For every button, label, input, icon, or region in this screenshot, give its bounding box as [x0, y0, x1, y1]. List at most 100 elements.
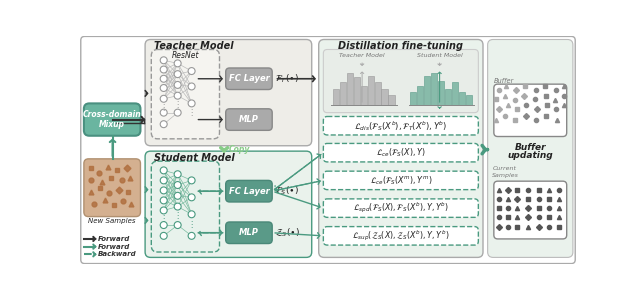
Circle shape [160, 95, 167, 102]
Text: $\mathcal{L}_{dis}(\mathcal{F}_S(X^b),\mathcal{F}_T(X^b),Y^b)$: $\mathcal{L}_{dis}(\mathcal{F}_S(X^b),\m… [354, 119, 447, 133]
Circle shape [160, 109, 167, 116]
Text: $\mathcal{Z}_S(\bullet)$: $\mathcal{Z}_S(\bullet)$ [275, 227, 300, 239]
Text: FC Layer: FC Layer [228, 74, 269, 83]
Text: Buffer: Buffer [515, 143, 546, 152]
Text: $\mathcal{L}_{ce}(\mathcal{F}_S(X^m), Y^m)$: $\mathcal{L}_{ce}(\mathcal{F}_S(X^m), Y^… [369, 174, 432, 187]
Bar [424, 76, 430, 105]
FancyBboxPatch shape [323, 171, 478, 190]
Text: ⋮: ⋮ [159, 103, 168, 112]
Bar [417, 86, 423, 105]
Circle shape [174, 222, 181, 228]
Bar [466, 95, 472, 105]
Circle shape [174, 192, 181, 199]
FancyBboxPatch shape [488, 40, 573, 257]
Text: Copy: Copy [229, 145, 250, 154]
Bar [445, 89, 451, 105]
Circle shape [174, 81, 181, 89]
Circle shape [160, 197, 167, 204]
Circle shape [188, 232, 195, 239]
Text: $\mathcal{F}_S(\bullet)$: $\mathcal{F}_S(\bullet)$ [275, 185, 300, 198]
Text: ⋮: ⋮ [173, 211, 182, 220]
Circle shape [174, 171, 181, 178]
Text: ⋮: ⋮ [188, 220, 196, 229]
Text: ResNet: ResNet [172, 51, 199, 60]
Text: FC Layer: FC Layer [228, 187, 269, 196]
FancyBboxPatch shape [84, 159, 140, 217]
Circle shape [188, 83, 195, 90]
Text: MLP: MLP [239, 228, 259, 237]
Circle shape [174, 181, 181, 189]
FancyBboxPatch shape [323, 50, 478, 113]
Circle shape [174, 109, 181, 116]
Circle shape [160, 57, 167, 64]
Circle shape [160, 85, 167, 91]
Text: Distillation fine-tuning: Distillation fine-tuning [339, 41, 463, 51]
Bar [340, 82, 346, 105]
Bar [388, 95, 395, 105]
Circle shape [160, 121, 167, 128]
Text: ⋮: ⋮ [188, 108, 196, 117]
FancyBboxPatch shape [226, 222, 272, 244]
FancyBboxPatch shape [323, 199, 478, 217]
Circle shape [160, 187, 167, 194]
Bar [360, 86, 367, 105]
Circle shape [174, 60, 181, 67]
Bar [438, 81, 444, 105]
FancyBboxPatch shape [145, 151, 312, 257]
Text: Current: Current [492, 166, 516, 171]
Text: $\mathcal{L}_{ce}(\mathcal{F}_S(X), Y)$: $\mathcal{L}_{ce}(\mathcal{F}_S(X), Y)$ [376, 146, 426, 159]
Circle shape [188, 211, 195, 218]
Circle shape [188, 68, 195, 75]
FancyBboxPatch shape [319, 40, 483, 257]
Text: New Samples: New Samples [88, 218, 136, 224]
Bar [367, 76, 374, 105]
Circle shape [174, 71, 181, 78]
Circle shape [188, 177, 195, 184]
Text: Mixup: Mixup [99, 120, 125, 129]
Circle shape [188, 100, 195, 107]
Bar [431, 72, 437, 105]
Text: $\mathcal{L}_{sup}(\mathcal{Z}_S(X), \mathcal{Z}_S(X^b), Y, Y^b)$: $\mathcal{L}_{sup}(\mathcal{Z}_S(X), \ma… [352, 229, 450, 243]
FancyBboxPatch shape [494, 84, 566, 137]
FancyBboxPatch shape [226, 180, 272, 202]
Circle shape [174, 203, 181, 210]
Bar [459, 92, 465, 105]
FancyBboxPatch shape [151, 161, 220, 252]
FancyBboxPatch shape [323, 227, 478, 245]
FancyBboxPatch shape [323, 116, 478, 135]
Text: ⋮: ⋮ [173, 100, 182, 109]
Text: Forward: Forward [98, 236, 130, 242]
FancyBboxPatch shape [323, 143, 478, 162]
FancyBboxPatch shape [151, 50, 220, 139]
FancyBboxPatch shape [145, 40, 312, 146]
FancyBboxPatch shape [494, 181, 566, 239]
FancyBboxPatch shape [226, 68, 272, 89]
Text: ⋮: ⋮ [159, 214, 168, 223]
Circle shape [160, 75, 167, 82]
Bar [353, 78, 360, 105]
Circle shape [160, 167, 167, 174]
Circle shape [160, 232, 167, 239]
Text: $\mathcal{F}_T(\bullet)$: $\mathcal{F}_T(\bullet)$ [275, 72, 300, 85]
FancyBboxPatch shape [84, 103, 140, 136]
Text: Backward: Backward [98, 251, 136, 257]
Circle shape [160, 207, 167, 214]
Bar [381, 89, 388, 105]
Circle shape [160, 222, 167, 228]
Bar [410, 92, 417, 105]
Circle shape [160, 66, 167, 73]
Text: Student Model: Student Model [154, 153, 235, 163]
Text: MLP: MLP [239, 115, 259, 124]
Text: Student Model: Student Model [417, 53, 463, 58]
Text: Forward: Forward [98, 244, 130, 249]
Bar [452, 82, 458, 105]
Text: Teacher Model: Teacher Model [154, 41, 234, 51]
Text: Teacher Model: Teacher Model [339, 53, 385, 58]
Bar [374, 82, 381, 105]
Text: Cross-domain: Cross-domain [83, 110, 141, 119]
Circle shape [160, 177, 167, 184]
Circle shape [174, 92, 181, 99]
Text: $\mathcal{L}_{spd}(\mathcal{F}_S(X), \mathcal{F}_S(X^b), Y, Y^b)$: $\mathcal{L}_{spd}(\mathcal{F}_S(X), \ma… [353, 201, 449, 215]
Bar [347, 72, 353, 105]
Text: updating: updating [508, 151, 553, 160]
